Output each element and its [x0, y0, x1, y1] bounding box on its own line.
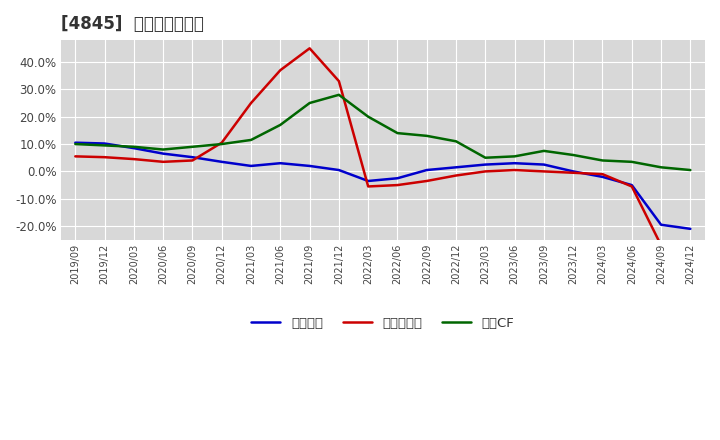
Text: [4845]  マージンの推移: [4845] マージンの推移	[60, 15, 204, 33]
Legend: 経常利益, 当期純利益, 営業CF: 経常利益, 当期純利益, 営業CF	[245, 310, 521, 337]
